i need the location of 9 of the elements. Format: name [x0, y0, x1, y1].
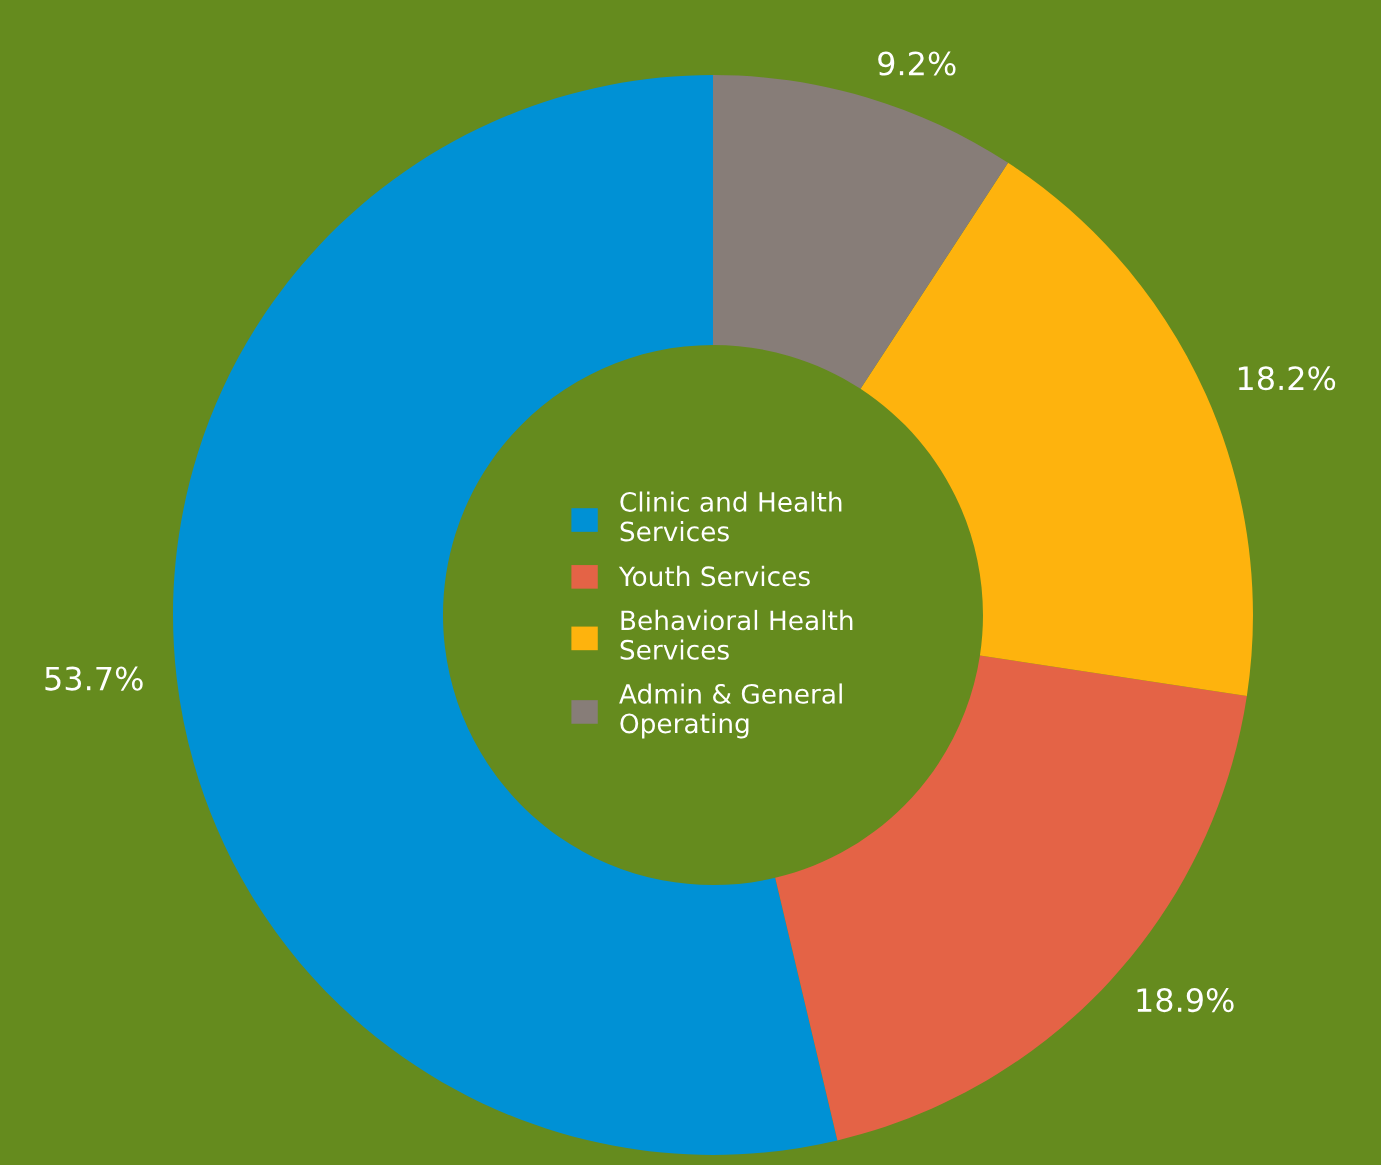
legend-label: Clinic and Health Services: [620, 491, 842, 542]
data-label: 53.7%: [45, 666, 143, 691]
data-label: 9.2%: [878, 51, 956, 76]
data-label: 18.9%: [1137, 987, 1234, 1013]
donut-slice: [713, 75, 1009, 389]
data-label: 18.2%: [1238, 366, 1336, 391]
legend-label: Youth Services: [618, 565, 810, 587]
legend-label: Admin & General Operating: [619, 683, 842, 739]
legend-label: Behavioral Health Services: [620, 609, 853, 660]
